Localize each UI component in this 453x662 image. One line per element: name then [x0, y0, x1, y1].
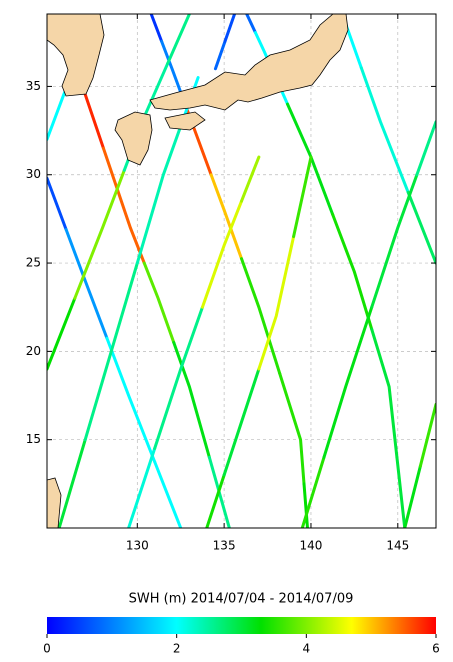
track-segment: [200, 199, 243, 309]
track-segment: [153, 460, 183, 528]
x-tick-label: 135: [213, 539, 236, 553]
x-tick-label: 140: [300, 539, 323, 553]
colorbar-tick-label: 0: [43, 642, 51, 656]
track-segment: [223, 14, 237, 43]
track-segment: [213, 39, 227, 71]
track-segment: [73, 168, 126, 300]
track-segment: [222, 367, 261, 477]
track-segment: [47, 296, 77, 371]
track-segment: [370, 327, 399, 459]
track-segment: [240, 257, 282, 375]
track-segment: [415, 120, 436, 177]
land-mass: [149, 14, 349, 111]
colorbar-tick-label: 2: [173, 642, 181, 656]
track-segment: [302, 482, 309, 528]
land-mass: [47, 477, 62, 528]
track-segment: [172, 341, 211, 459]
colorbar-label: SWH (m) 2014/07/04 - 2014/07/09: [129, 592, 354, 607]
track-segment: [245, 14, 257, 35]
colorbar-ticks: 0 2 4 6: [43, 634, 440, 656]
track-segment: [135, 124, 183, 265]
x-tick-label: 130: [126, 539, 149, 553]
plot-frame: [46, 13, 437, 529]
land: [47, 14, 349, 528]
track-segment: [47, 176, 68, 231]
track-segment: [406, 190, 436, 265]
y-tick-label: 20: [26, 344, 41, 358]
track-segment: [395, 455, 407, 528]
track-segment: [418, 402, 436, 468]
track-segment: [83, 261, 139, 442]
track-segment: [257, 235, 296, 371]
track-segment: [105, 336, 157, 464]
track-segment: [300, 455, 326, 528]
colorbar: [47, 617, 436, 634]
ticks: 130 135 140 145 15 20 25 30 35: [26, 14, 436, 553]
y-tick-label: 15: [26, 432, 41, 446]
tracks: [47, 14, 436, 528]
track-segment: [240, 155, 261, 203]
track-segment: [153, 305, 204, 451]
track-segment: [57, 438, 87, 528]
track-segment: [403, 464, 422, 528]
track-segment: [278, 371, 306, 486]
track-segment: [64, 227, 109, 340]
track-segment: [205, 473, 226, 528]
track-segment: [322, 305, 374, 459]
y-tick-label: 25: [26, 256, 41, 270]
track-segment: [359, 66, 410, 194]
x-tick-label: 145: [386, 539, 409, 553]
colorbar-tick-label: 4: [303, 642, 311, 656]
y-tick-label: 30: [26, 167, 41, 181]
track-segment: [127, 447, 157, 528]
track-segment: [370, 173, 419, 309]
land-mass: [114, 111, 153, 166]
track-segment: [331, 212, 374, 331]
track-segment: [166, 14, 191, 65]
track-segment: [209, 173, 243, 261]
y-tick-label: 35: [26, 79, 41, 93]
land-mass: [164, 111, 206, 131]
track-segment: [142, 261, 176, 345]
land-mass: [47, 14, 105, 97]
track-segment: [149, 14, 164, 43]
track-segment: [292, 155, 313, 239]
colorbar-tick-label: 6: [432, 642, 440, 656]
